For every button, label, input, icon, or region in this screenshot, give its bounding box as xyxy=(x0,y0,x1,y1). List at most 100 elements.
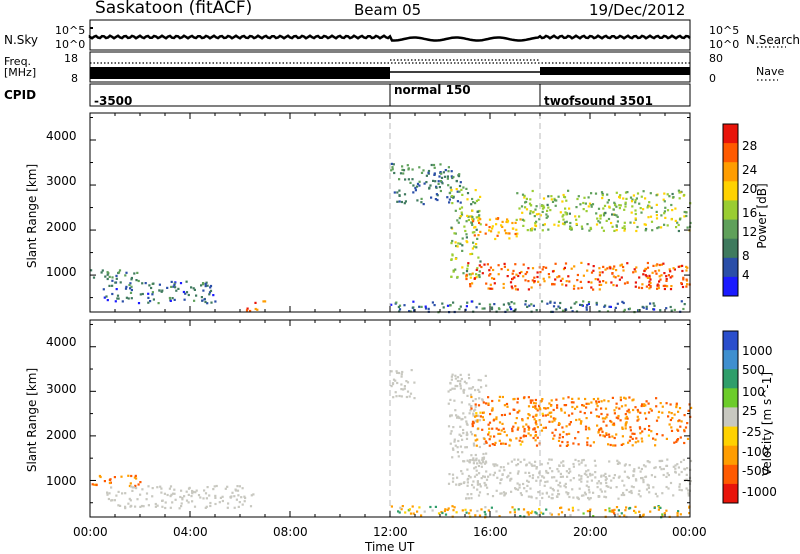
range-gate-cell xyxy=(517,508,520,511)
range-gate-cell xyxy=(644,267,647,270)
range-gate-cell xyxy=(452,175,455,179)
range-gate-cell xyxy=(595,303,598,306)
range-gate-cell xyxy=(476,509,479,513)
range-gate-cell xyxy=(463,380,466,383)
range-gate-cell xyxy=(91,483,94,486)
range-gate-cell xyxy=(511,221,514,225)
range-gate-cell xyxy=(608,510,611,513)
range-gate-cell xyxy=(517,470,520,473)
range-gate-cell xyxy=(674,207,677,210)
range-gate-cell xyxy=(661,492,664,495)
range-gate-cell xyxy=(590,271,594,274)
range-gate-cell xyxy=(503,469,506,472)
range-gate-cell xyxy=(174,281,177,284)
range-gate-cell xyxy=(567,275,570,278)
range-gate-cell xyxy=(536,436,539,439)
range-gate-cell xyxy=(532,402,535,405)
range-gate-cell xyxy=(402,169,406,172)
range-gate-cell xyxy=(482,452,485,456)
range-gate-cell xyxy=(558,423,561,426)
range-gate-cell xyxy=(471,272,474,275)
range-gate-cell xyxy=(456,200,459,203)
range-gate-cell xyxy=(604,509,607,512)
range-gate-cell xyxy=(497,273,500,276)
range-gate-cell xyxy=(662,262,665,265)
range-gate-cell xyxy=(494,463,497,466)
range-gate-cell xyxy=(603,204,607,207)
range-gate-cell xyxy=(179,282,183,285)
range-gate-cell xyxy=(457,439,460,443)
range-gate-cell xyxy=(433,173,436,176)
range-gate-cell xyxy=(213,485,216,488)
range-gate-cell xyxy=(574,215,577,218)
range-gate-cell xyxy=(654,466,657,469)
range-gate-cell xyxy=(568,280,571,283)
range-gate-cell xyxy=(613,412,616,415)
range-gate-cell xyxy=(594,192,598,195)
range-gate-cell xyxy=(516,401,519,404)
range-gate-cell xyxy=(470,433,474,436)
range-gate-cell xyxy=(502,303,505,306)
range-gate-cell xyxy=(592,441,595,444)
range-gate-cell xyxy=(634,511,637,514)
range-gate-cell xyxy=(527,480,530,483)
range-gate-cell xyxy=(580,475,583,478)
range-gate-cell xyxy=(676,463,679,466)
range-gate-cell xyxy=(461,451,464,454)
range-gate-cell xyxy=(518,207,521,210)
range-gate-cell xyxy=(218,501,221,504)
range-gate-cell xyxy=(489,273,492,276)
range-gate-cell xyxy=(471,231,474,234)
range-gate-cell xyxy=(513,276,516,279)
range-gate-cell xyxy=(569,221,572,225)
range-gate-cell xyxy=(619,204,622,207)
range-gate-cell xyxy=(630,491,633,495)
range-gate-cell xyxy=(621,300,624,303)
noise-left-tick-bottom: 10^0 xyxy=(55,38,86,51)
range-gate-cell xyxy=(478,397,481,400)
range-gate-cell xyxy=(451,254,454,257)
range-gate-cell xyxy=(550,513,553,516)
range-gate-cell xyxy=(541,492,544,495)
range-gate-cell xyxy=(465,220,468,223)
range-gate-cell xyxy=(665,402,668,405)
range-gate-cell xyxy=(623,208,626,211)
range-gate-cell xyxy=(653,308,656,311)
range-gate-cell xyxy=(553,301,556,304)
range-gate-cell xyxy=(598,267,601,270)
range-gate-cell xyxy=(686,422,689,425)
range-gate-cell xyxy=(488,274,491,277)
range-gate-cell xyxy=(677,223,680,227)
range-gate-cell xyxy=(488,218,492,221)
freq-tick-bottom: 8 xyxy=(71,72,78,85)
range-gate-cell xyxy=(453,399,456,402)
range-gate-cell xyxy=(622,491,625,495)
range-gate-cell xyxy=(674,464,677,467)
range-gate-cell xyxy=(515,235,518,238)
range-gate-cell xyxy=(472,442,475,445)
range-gate-cell xyxy=(551,493,554,496)
range-gate-cell xyxy=(580,286,583,289)
range-gate-cell xyxy=(614,444,617,447)
range-gate-cell xyxy=(598,280,601,283)
range-gate-cell xyxy=(536,409,539,412)
range-gate-cell xyxy=(580,225,583,228)
range-gate-cell xyxy=(487,509,490,512)
range-gate-cell xyxy=(644,475,648,478)
colorbar-segment xyxy=(723,464,738,485)
range-gate-cell xyxy=(606,267,609,270)
range-gate-cell xyxy=(474,225,477,229)
range-gate-cell xyxy=(118,269,122,272)
range-gate-cell xyxy=(587,469,590,472)
range-gate-cell xyxy=(569,421,572,424)
range-gate-cell xyxy=(590,286,593,289)
range-gate-cell xyxy=(555,199,558,202)
range-gate-cell xyxy=(447,482,451,485)
range-gate-cell xyxy=(444,508,447,511)
range-gate-cell xyxy=(589,444,592,447)
range-gate-cell xyxy=(477,414,480,417)
range-gate-cell xyxy=(615,402,618,405)
range-gate-cell xyxy=(131,486,134,489)
range-gate-cell xyxy=(681,269,684,273)
range-gate-cell xyxy=(491,495,495,498)
